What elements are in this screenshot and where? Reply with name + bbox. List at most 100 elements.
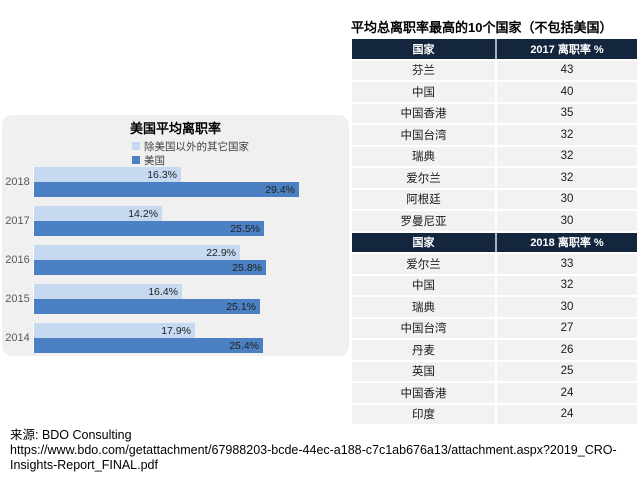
- legend-swatch-icon: [132, 142, 140, 150]
- bar-value-label: 29.4%: [265, 183, 295, 196]
- bar-group: 2017 14.2% 25.5%: [2, 206, 349, 236]
- country-cell: 中国台湾: [352, 318, 497, 338]
- year-label: 2017: [5, 215, 30, 227]
- country-cell: 罗曼尼亚: [352, 211, 497, 231]
- bar-group: 2015 16.4% 25.1%: [2, 284, 349, 314]
- table-row: 罗曼尼亚 30: [352, 211, 637, 231]
- table-header-cell: 国家: [352, 39, 497, 59]
- table-row: 瑞典 30: [352, 297, 637, 317]
- table-row: 丹麦 26: [352, 340, 637, 360]
- source-note: 来源: BDO Consulting https://www.bdo.com/g…: [10, 428, 630, 473]
- source-label: 来源: BDO Consulting: [10, 428, 132, 442]
- country-cell: 印度: [352, 404, 497, 424]
- table-row: 中国台湾 32: [352, 125, 637, 145]
- country-cell: 阿根廷: [352, 189, 497, 209]
- rate-cell: 32: [497, 168, 637, 188]
- country-cell: 瑞典: [352, 146, 497, 166]
- bar-value-label: 16.3%: [147, 168, 177, 181]
- table-row: 爱尔兰 33: [352, 254, 637, 274]
- bar-us: 25.4%: [34, 338, 263, 353]
- rate-cell: 43: [497, 60, 637, 80]
- rate-cell: 35: [497, 103, 637, 123]
- table-row: 中国台湾 27: [352, 318, 637, 338]
- rate-cell: 32: [497, 275, 637, 295]
- bar-us: 25.5%: [34, 221, 264, 236]
- table-header-row: 国家 2017 离职率 %: [352, 39, 637, 59]
- year-label: 2016: [5, 254, 30, 266]
- rate-cell: 40: [497, 82, 637, 102]
- table-row: 瑞典 32: [352, 146, 637, 166]
- us-average-turnover-chart: 美国平均离职率 除美国以外的其它国家 美国 2018 16.3% 29.4% 2017 1…: [2, 115, 349, 356]
- bar-value-label: 22.9%: [206, 246, 236, 259]
- bar-group: 2018 16.3% 29.4%: [2, 167, 349, 197]
- rate-cell: 32: [497, 125, 637, 145]
- chart-title: 美国平均离职率: [129, 121, 221, 136]
- country-cell: 中国香港: [352, 383, 497, 403]
- bar-us: 25.8%: [34, 260, 266, 275]
- table-row: 中国香港 35: [352, 103, 637, 123]
- rate-cell: 30: [497, 297, 637, 317]
- legend-item: 除美国以外的其它国家: [132, 139, 349, 153]
- table-row: 芬兰 43: [352, 60, 637, 80]
- bar-value-label: 17.9%: [161, 324, 191, 337]
- country-cell: 中国: [352, 82, 497, 102]
- bars-column: 14.2% 25.5%: [33, 206, 349, 236]
- rate-cell: 30: [497, 189, 637, 209]
- source-url: https://www.bdo.com/getattachment/679882…: [10, 443, 617, 472]
- bar-value-label: 14.2%: [128, 207, 158, 220]
- bar-groups: 2018 16.3% 29.4% 2017 14.2% 25.5% 2016 22.9% 25.…: [2, 167, 349, 353]
- table-row: 印度 24: [352, 404, 637, 424]
- rate-cell: 24: [497, 404, 637, 424]
- table-row: 阿根廷 30: [352, 189, 637, 209]
- bars-column: 17.9% 25.4%: [33, 323, 349, 353]
- bars-column: 16.4% 25.1%: [33, 284, 349, 314]
- bars-column: 16.3% 29.4%: [33, 167, 349, 197]
- year-label: 2015: [5, 293, 30, 305]
- bar-value-label: 25.8%: [232, 261, 262, 274]
- country-cell: 瑞典: [352, 297, 497, 317]
- country-cell: 中国香港: [352, 103, 497, 123]
- table-row: 中国香港 24: [352, 383, 637, 403]
- country-cell: 芬兰: [352, 60, 497, 80]
- table-header-cell: 2018 离职率 %: [497, 232, 637, 252]
- bar-us: 25.1%: [34, 299, 260, 314]
- rate-cell: 25: [497, 361, 637, 381]
- country-cell: 丹麦: [352, 340, 497, 360]
- bar-value-label: 25.1%: [226, 300, 256, 313]
- bar-group: 2014 17.9% 25.4%: [2, 323, 349, 353]
- table-header-row: 国家 2018 离职率 %: [352, 232, 637, 252]
- bar-other-countries: 16.3%: [34, 167, 181, 182]
- table-row: 爱尔兰 32: [352, 168, 637, 188]
- legend-item: 美国: [132, 153, 349, 167]
- country-cell: 中国台湾: [352, 125, 497, 145]
- bars-column: 22.9% 25.8%: [33, 245, 349, 275]
- year-label: 2014: [5, 332, 30, 344]
- chart-legend: 除美国以外的其它国家 美国: [132, 139, 349, 167]
- country-cell: 中国: [352, 275, 497, 295]
- table-row: 中国 32: [352, 275, 637, 295]
- country-cell: 爱尔兰: [352, 168, 497, 188]
- bar-value-label: 25.4%: [229, 339, 259, 352]
- year-label: 2018: [5, 176, 30, 188]
- bar-other-countries: 17.9%: [34, 323, 195, 338]
- rate-cell: 30: [497, 211, 637, 231]
- table-row: 英国 25: [352, 361, 637, 381]
- bar-us: 29.4%: [34, 182, 299, 197]
- rate-cell: 33: [497, 254, 637, 274]
- legend-swatch-icon: [132, 156, 140, 164]
- rate-cell: 27: [497, 318, 637, 338]
- bar-value-label: 25.5%: [230, 222, 260, 235]
- turnover-tables: 国家 2017 离职率 % 芬兰 43 中国 40 中国香港 35 中国台湾 32 瑞典 32 爱尔兰 3…: [352, 39, 637, 426]
- table-row: 中国 40: [352, 82, 637, 102]
- bar-value-label: 16.4%: [148, 285, 178, 298]
- tables-title: 平均总离职率最高的10个国家（不包括美国）: [351, 20, 613, 35]
- legend-label: 除美国以外的其它国家: [144, 140, 249, 153]
- rate-cell: 32: [497, 146, 637, 166]
- bar-other-countries: 14.2%: [34, 206, 162, 221]
- bar-other-countries: 22.9%: [34, 245, 240, 260]
- country-cell: 英国: [352, 361, 497, 381]
- legend-label: 美国: [144, 154, 165, 167]
- table-header-cell: 国家: [352, 232, 497, 252]
- rate-cell: 26: [497, 340, 637, 360]
- country-cell: 爱尔兰: [352, 254, 497, 274]
